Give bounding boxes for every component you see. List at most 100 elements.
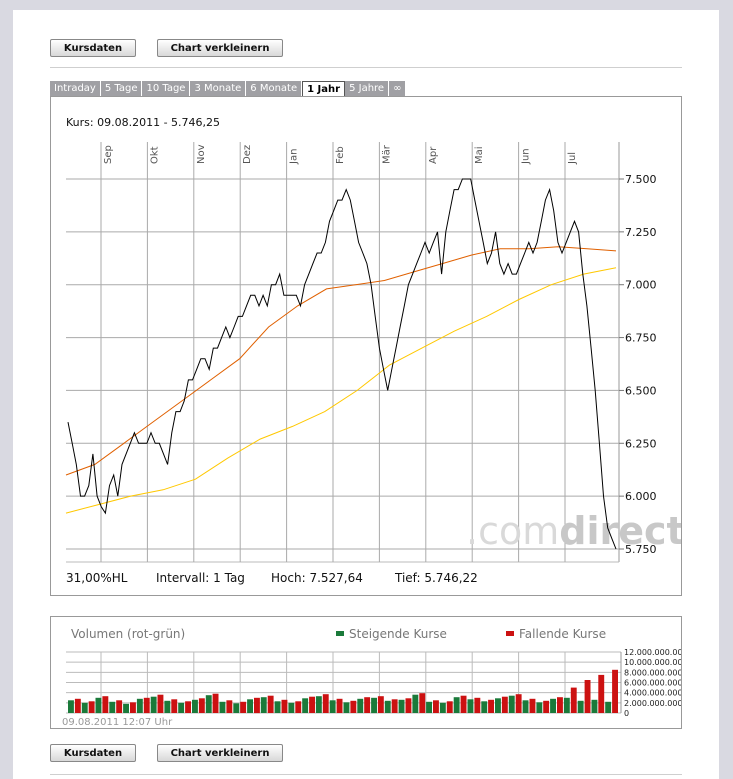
kursdaten-button-bottom[interactable]: Kursdaten — [50, 744, 136, 762]
volume-bar-falling — [543, 700, 550, 713]
volume-bar-falling — [391, 699, 398, 713]
volume-title: Volumen (rot-grün) — [71, 627, 185, 641]
volume-bar-rising — [371, 697, 377, 714]
volume-bar-falling — [74, 698, 81, 713]
volume-bar-rising — [150, 696, 157, 713]
volume-bar-rising — [481, 701, 488, 713]
intervall-label: Intervall: 1 Tag — [156, 571, 245, 585]
volume-bar-rising — [329, 700, 336, 713]
tab-0[interactable]: Intraday — [50, 81, 101, 96]
rising-legend-swatch — [336, 631, 344, 636]
tab-4[interactable]: 6 Monate — [246, 81, 303, 96]
volume-bar-rising — [260, 697, 267, 713]
y-tick-label: 6.000 — [625, 490, 657, 503]
rising-legend-label: Steigende Kurse — [349, 627, 447, 641]
vol-y-tick-label: 0 — [624, 709, 629, 718]
tab-2[interactable]: 10 Tage — [142, 81, 191, 96]
volume-chart-panel: Volumen (rot-grün) Steigende Kurse Falle… — [50, 616, 682, 729]
x-tick-label: Nov — [196, 144, 207, 164]
volume-bar-rising — [508, 695, 515, 713]
volume-bar-falling — [377, 696, 384, 713]
volume-bar-rising — [123, 703, 129, 713]
tab-3[interactable]: 3 Monate — [190, 81, 247, 96]
volume-bar-rising — [219, 701, 226, 713]
volume-bar-falling — [322, 694, 329, 713]
kurs-label: Kurs: 09.08.2011 - 5.746,25 — [66, 116, 220, 129]
tab-6[interactable]: 5 Jahre — [345, 81, 390, 96]
x-tick-label: Jul — [567, 152, 578, 165]
volume-bar-falling — [612, 669, 618, 713]
volume-bar-falling — [529, 698, 536, 713]
falling-legend-swatch — [506, 631, 514, 636]
x-tick-label: Jan — [289, 149, 300, 165]
volume-bar-falling — [501, 696, 508, 713]
tab-5[interactable]: 1 Jahr — [302, 81, 346, 96]
volume-bar-rising — [343, 702, 350, 713]
volume-bar-falling — [446, 701, 453, 713]
volume-bar-rising — [192, 699, 198, 713]
vol-y-tick-label: 2.000.000.000 — [624, 699, 681, 708]
period-tabs: Intraday 5 Tage 10 Tage 3 Monate 6 Monate 1 J… — [50, 81, 407, 96]
volume-bar-rising — [136, 698, 143, 713]
x-tick-label: Feb — [335, 146, 346, 164]
volume-bar-rising — [550, 698, 556, 713]
divider-bottom — [50, 774, 682, 775]
volume-bar-falling — [254, 697, 260, 714]
volume-bar-falling — [88, 701, 95, 713]
divider — [50, 67, 682, 68]
volume-bar-falling — [198, 698, 205, 713]
volume-bar-falling — [226, 700, 233, 713]
x-tick-label: Sep — [103, 145, 114, 164]
tief-value: 5.746,22 — [424, 571, 478, 585]
volume-bar-rising — [357, 698, 364, 713]
volume-bar-falling — [295, 701, 302, 713]
volume-bar-falling — [364, 697, 371, 713]
volume-timestamp: 09.08.2011 12:07 Uhr — [62, 717, 173, 728]
vol-y-tick-label: 8.000.000.000 — [624, 668, 681, 677]
volume-bar-falling — [281, 699, 288, 713]
x-tick-label: Apr — [428, 146, 439, 164]
x-tick-label: Mai — [474, 146, 485, 164]
volume-bar-falling — [405, 698, 412, 713]
volume-bar-rising — [426, 701, 432, 713]
tab-7[interactable]: ∞ — [389, 81, 407, 96]
volume-bar-rising — [81, 702, 88, 713]
volume-bar-falling — [570, 687, 577, 713]
chart-verkleinern-button-bottom[interactable]: Chart verkleinern — [157, 744, 283, 762]
volume-bar-rising — [384, 700, 391, 713]
kursdaten-button[interactable]: Kursdaten — [50, 39, 136, 57]
volume-bar-rising — [439, 702, 446, 713]
volume-bar-falling — [433, 700, 439, 713]
vol-y-tick-label: 4.000.000.000 — [624, 689, 681, 698]
y-tick-label: 7.500 — [625, 173, 657, 186]
volume-bar-rising — [591, 699, 598, 713]
volume-bar-rising — [467, 699, 474, 713]
volume-bar-rising — [412, 694, 419, 713]
x-tick-label: Jun — [521, 148, 532, 165]
volume-bar-falling — [336, 698, 343, 713]
volume-bar-rising — [288, 702, 295, 713]
volume-bar-rising — [247, 699, 253, 713]
volume-bar-rising — [536, 702, 543, 713]
chart-verkleinern-button[interactable]: Chart verkleinern — [157, 39, 283, 57]
volume-bar-falling — [419, 693, 426, 713]
hl-label: 31,00%HL — [66, 571, 128, 585]
volume-bar-falling — [116, 700, 123, 713]
volume-bar-rising — [109, 701, 116, 713]
x-tick-label: Mär — [381, 144, 392, 164]
volume-bar-falling — [515, 694, 522, 713]
volume-bar-falling — [460, 695, 467, 713]
vol-y-tick-label: 12.000.000.000 — [624, 648, 681, 657]
volume-chart: Volumen (rot-grün) Steigende Kurse Falle… — [62, 627, 681, 728]
volume-bar-falling — [171, 699, 178, 713]
volume-bar-rising — [577, 700, 584, 713]
falling-legend-label: Fallende Kurse — [519, 627, 606, 641]
volume-bar-falling — [185, 701, 191, 713]
volume-bar-falling — [212, 693, 219, 713]
tab-1[interactable]: 5 Tage — [100, 81, 143, 96]
volume-bar-rising — [178, 702, 185, 713]
price-line — [67, 178, 617, 550]
volume-bar-falling — [488, 699, 494, 713]
volume-bar-rising — [302, 698, 309, 713]
volume-bar-falling — [130, 702, 136, 713]
